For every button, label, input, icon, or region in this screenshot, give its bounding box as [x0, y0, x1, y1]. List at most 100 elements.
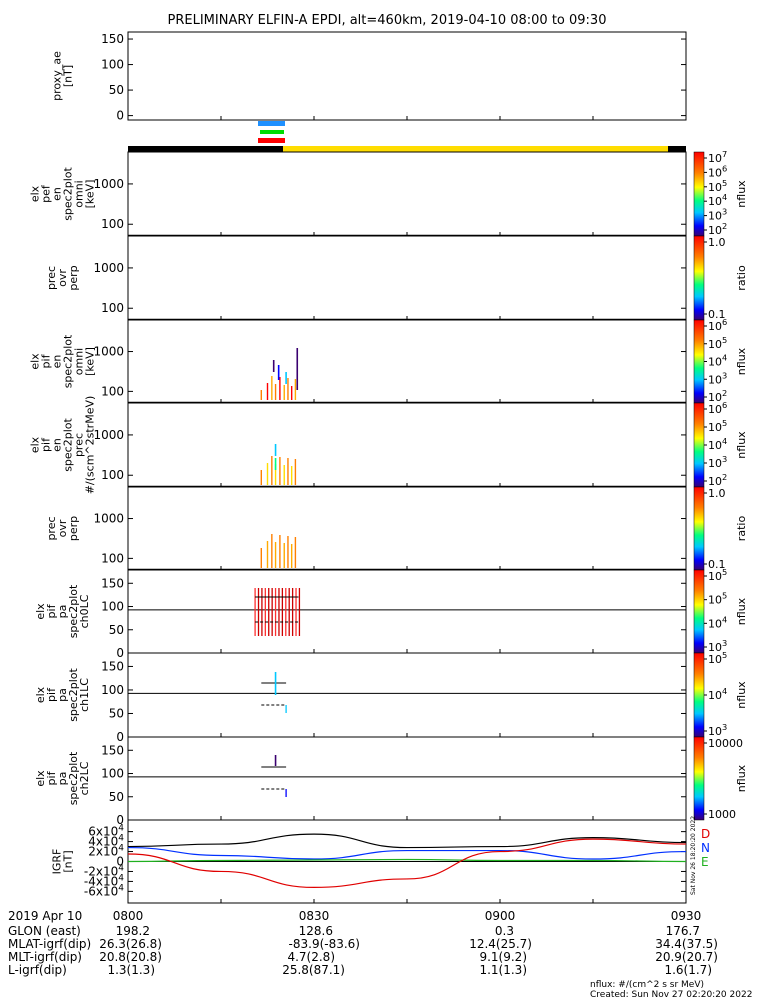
- footer-label-mlat: MLAT-igrf(dip): [8, 937, 91, 951]
- y-tick-label-igrf-2: -2x104: [84, 863, 124, 878]
- ylabel-elx-pif-en-spec2plot-omni-5: [keV]: [84, 347, 97, 376]
- footer-label-glon: GLON (east): [8, 924, 81, 938]
- y-tick-label-igrf-0: -6x104: [84, 883, 124, 898]
- time-tick-0900: 0900: [485, 909, 516, 923]
- time-tick-0830: 0830: [299, 909, 330, 923]
- panel-frame-elx-pif-en-spec2plot-omni: [127, 319, 687, 404]
- y-tick-label-elx-pif-en-spec2plot-prec-0: 100: [101, 468, 124, 482]
- colorbar-tick-label-elx-pif-en-spec2plot-prec-3: 105: [708, 418, 727, 434]
- footer-mlt-1: 4.7(2.8): [287, 950, 335, 964]
- footer-l-1: 25.8(87.1): [282, 963, 345, 977]
- colorbar-tick-label-prec-ovr-perp-1-1: 1.0: [708, 236, 726, 249]
- igrf-legend-D: D: [701, 827, 710, 841]
- colorbar-label-prec-ovr-perp-2: ratio: [735, 516, 748, 542]
- colorbar-prec-ovr-perp-1: [693, 235, 705, 321]
- y-tick-label-elx-pif-pa-spec2plot-ch2LC-1: 50: [109, 790, 124, 804]
- ylabel-igrf-0: IGRF: [51, 849, 64, 875]
- colorbar-tick-label-elx-pif-pa-spec2plot-ch1LC-0: 103: [708, 722, 727, 738]
- y-tick-label-elx-pif-pa-spec2plot-ch1LC-3: 150: [101, 659, 124, 673]
- ylabel-elx-pef-en-spec2plot-omni-0: elx: [29, 185, 42, 202]
- ylabel-elx-pif-pa-spec2plot-ch1LC-4: ch1LC: [78, 678, 91, 712]
- y-tick-label-elx-pif-pa-spec2plot-ch1LC-0: 0: [116, 730, 124, 744]
- footer-mlt-0: 20.8(20.8): [99, 950, 162, 964]
- ylabel-elx-pif-en-spec2plot-omni-2: en: [51, 355, 64, 369]
- ylabel-elx-pif-en-spec2plot-omni-0: elx: [29, 353, 42, 370]
- y-tick-label-igrf-3: 0: [116, 855, 124, 869]
- colorbar-elx-pif-pa-spec2plot-ch2LC: [693, 736, 705, 821]
- ylabel-prec-ovr-perp-1-1: ovr: [56, 269, 69, 287]
- footer-label-l: L-igrf(dip): [8, 963, 67, 977]
- ylabel-elx-pif-pa-spec2plot-ch2LC-1: pif: [45, 770, 58, 785]
- y-tick-label-prec-ovr-perp-1-0: 100: [101, 301, 124, 315]
- ylabel-elx-pif-en-spec2plot-prec-0: elx: [29, 436, 42, 453]
- y-tick-label-igrf-4: 2x104: [88, 844, 124, 859]
- ylabel-proxy-ae-0: proxy_ae: [51, 51, 64, 101]
- status-bar-green: [260, 130, 284, 134]
- footer-mlt-3: 20.9(20.7): [655, 950, 718, 964]
- ylabel-prec-ovr-perp-2-2: perp: [67, 516, 80, 541]
- figure-title: PRELIMINARY ELFIN-A EPDI, alt=460km, 201…: [168, 13, 607, 28]
- ylabel-elx-pif-pa-spec2plot-ch0LC-1: pif: [45, 603, 58, 618]
- orbit-bar-black-right: [668, 146, 686, 152]
- y-tick-label-elx-pif-en-spec2plot-omni-0: 100: [101, 384, 124, 398]
- ylabel-elx-pif-pa-spec2plot-ch0LC-2: pa: [56, 605, 69, 619]
- footer-mlat-1: -83.9(-83.6): [289, 937, 360, 951]
- colorbar-tick-label-elx-pif-pa-spec2plot-ch0LC-1: 104: [708, 614, 727, 630]
- panel-frame-elx-pif-en-spec2plot-prec: [127, 402, 687, 488]
- panel-frame-elx-pif-pa-spec2plot-ch2LC: [127, 736, 687, 821]
- footer-l-2: 1.1(1.3): [479, 963, 527, 977]
- ylabel-elx-pif-en-spec2plot-prec-5: #/(scm^2strMeV): [84, 396, 97, 495]
- colorbar-tick-label-prec-ovr-perp-2-0: 0.1: [708, 558, 726, 571]
- ylabel-elx-pif-pa-spec2plot-ch1LC-1: pif: [45, 687, 58, 702]
- colorbar-elx-pef-en-spec2plot-omni: [693, 151, 705, 237]
- panel-frame-elx-pif-pa-spec2plot-ch1LC: [127, 652, 687, 738]
- y-tick-label-elx-pif-pa-spec2plot-ch0LC-2: 100: [101, 600, 124, 614]
- ylabel-proxy-ae-1: [nT]: [62, 65, 75, 87]
- y-tick-label-elx-pif-pa-spec2plot-ch0LC-1: 50: [109, 623, 124, 637]
- panels: 050100150proxy_ae[nT]1001000elxpefenspec…: [29, 31, 749, 904]
- ylabel-elx-pif-pa-spec2plot-ch2LC-3: spec2plot: [67, 751, 80, 805]
- colorbar-tick-label-prec-ovr-perp-1-0: 0.1: [708, 308, 726, 321]
- panel-frame-elx-pef-en-spec2plot-omni: [127, 151, 687, 237]
- colorbar-label-elx-pif-pa-spec2plot-ch2LC: nflux: [735, 764, 748, 792]
- footer-label-mlt: MLT-igrf(dip): [8, 950, 82, 964]
- time-tick-0800: 0800: [113, 909, 144, 923]
- y-tick-label-elx-pif-pa-spec2plot-ch0LC-3: 150: [101, 576, 124, 590]
- ylabel-elx-pif-pa-spec2plot-ch0LC-0: elx: [34, 603, 47, 620]
- footer-label-date: 2019 Apr 10: [8, 909, 82, 923]
- footer-l-3: 1.6(1.7): [664, 963, 712, 977]
- colorbar-tick-label-elx-pif-pa-spec2plot-ch2LC-0: 1000: [708, 808, 736, 821]
- colorbar-tick-label-elx-pif-en-spec2plot-omni-4: 106: [708, 317, 727, 333]
- panel-proxy-ae: 0 50 100 150 proxy_ae[nT]: [51, 31, 687, 123]
- colorbar-tick-label-elx-pif-pa-spec2plot-ch1LC-1: 104: [708, 686, 727, 702]
- y-tick-label-proxy-ae-3: 150: [101, 32, 124, 46]
- y-tick-label-elx-pif-pa-spec2plot-ch2LC-2: 100: [101, 767, 124, 781]
- colorbar-elx-pif-pa-spec2plot-ch1LC: [693, 652, 705, 738]
- ylabel-igrf-1: [nT]: [62, 850, 75, 872]
- ylabel-elx-pef-en-spec2plot-omni-4: omni: [73, 180, 86, 207]
- footer-table: 2019 Apr 10 GLON (east) MLAT-igrf(dip) M…: [8, 909, 752, 1000]
- orbit-bar-yellow: [283, 146, 668, 152]
- status-bars: [128, 121, 686, 152]
- ylabel-elx-pif-en-spec2plot-omni-4: omni: [73, 348, 86, 375]
- y-tick-label-igrf-1: -4x104: [84, 873, 124, 888]
- panel-elx-pif-en-spec2plot-omni: 1001000elxpifenspec2plotomni[keV]1021031…: [29, 317, 749, 404]
- y-tick-label-elx-pif-pa-spec2plot-ch1LC-1: 50: [109, 706, 124, 720]
- igrf-series-N: [127, 846, 687, 860]
- colorbar-prec-ovr-perp-2: [693, 486, 705, 571]
- ylabel-prec-ovr-perp-1-0: prec: [45, 266, 58, 290]
- colorbar-tick-label-elx-pif-en-spec2plot-prec-4: 106: [708, 400, 727, 416]
- ylabel-elx-pif-pa-spec2plot-ch2LC-0: elx: [34, 770, 47, 787]
- y-tick-label-prec-ovr-perp-2-1: 1000: [93, 512, 124, 526]
- colorbar-elx-pif-pa-spec2plot-ch0LC: [693, 569, 705, 654]
- spectral-marks: [254, 348, 301, 797]
- y-tick-label-elx-pif-pa-spec2plot-ch1LC-2: 100: [101, 683, 124, 697]
- y-tick-label-prec-ovr-perp-2-0: 100: [101, 551, 124, 565]
- footer-units-note: nflux: #/(cm^2 s sr MeV): [590, 980, 704, 990]
- ylabel-elx-pif-en-spec2plot-prec-3: spec2plot: [62, 418, 75, 472]
- status-bar-blue: [258, 121, 285, 126]
